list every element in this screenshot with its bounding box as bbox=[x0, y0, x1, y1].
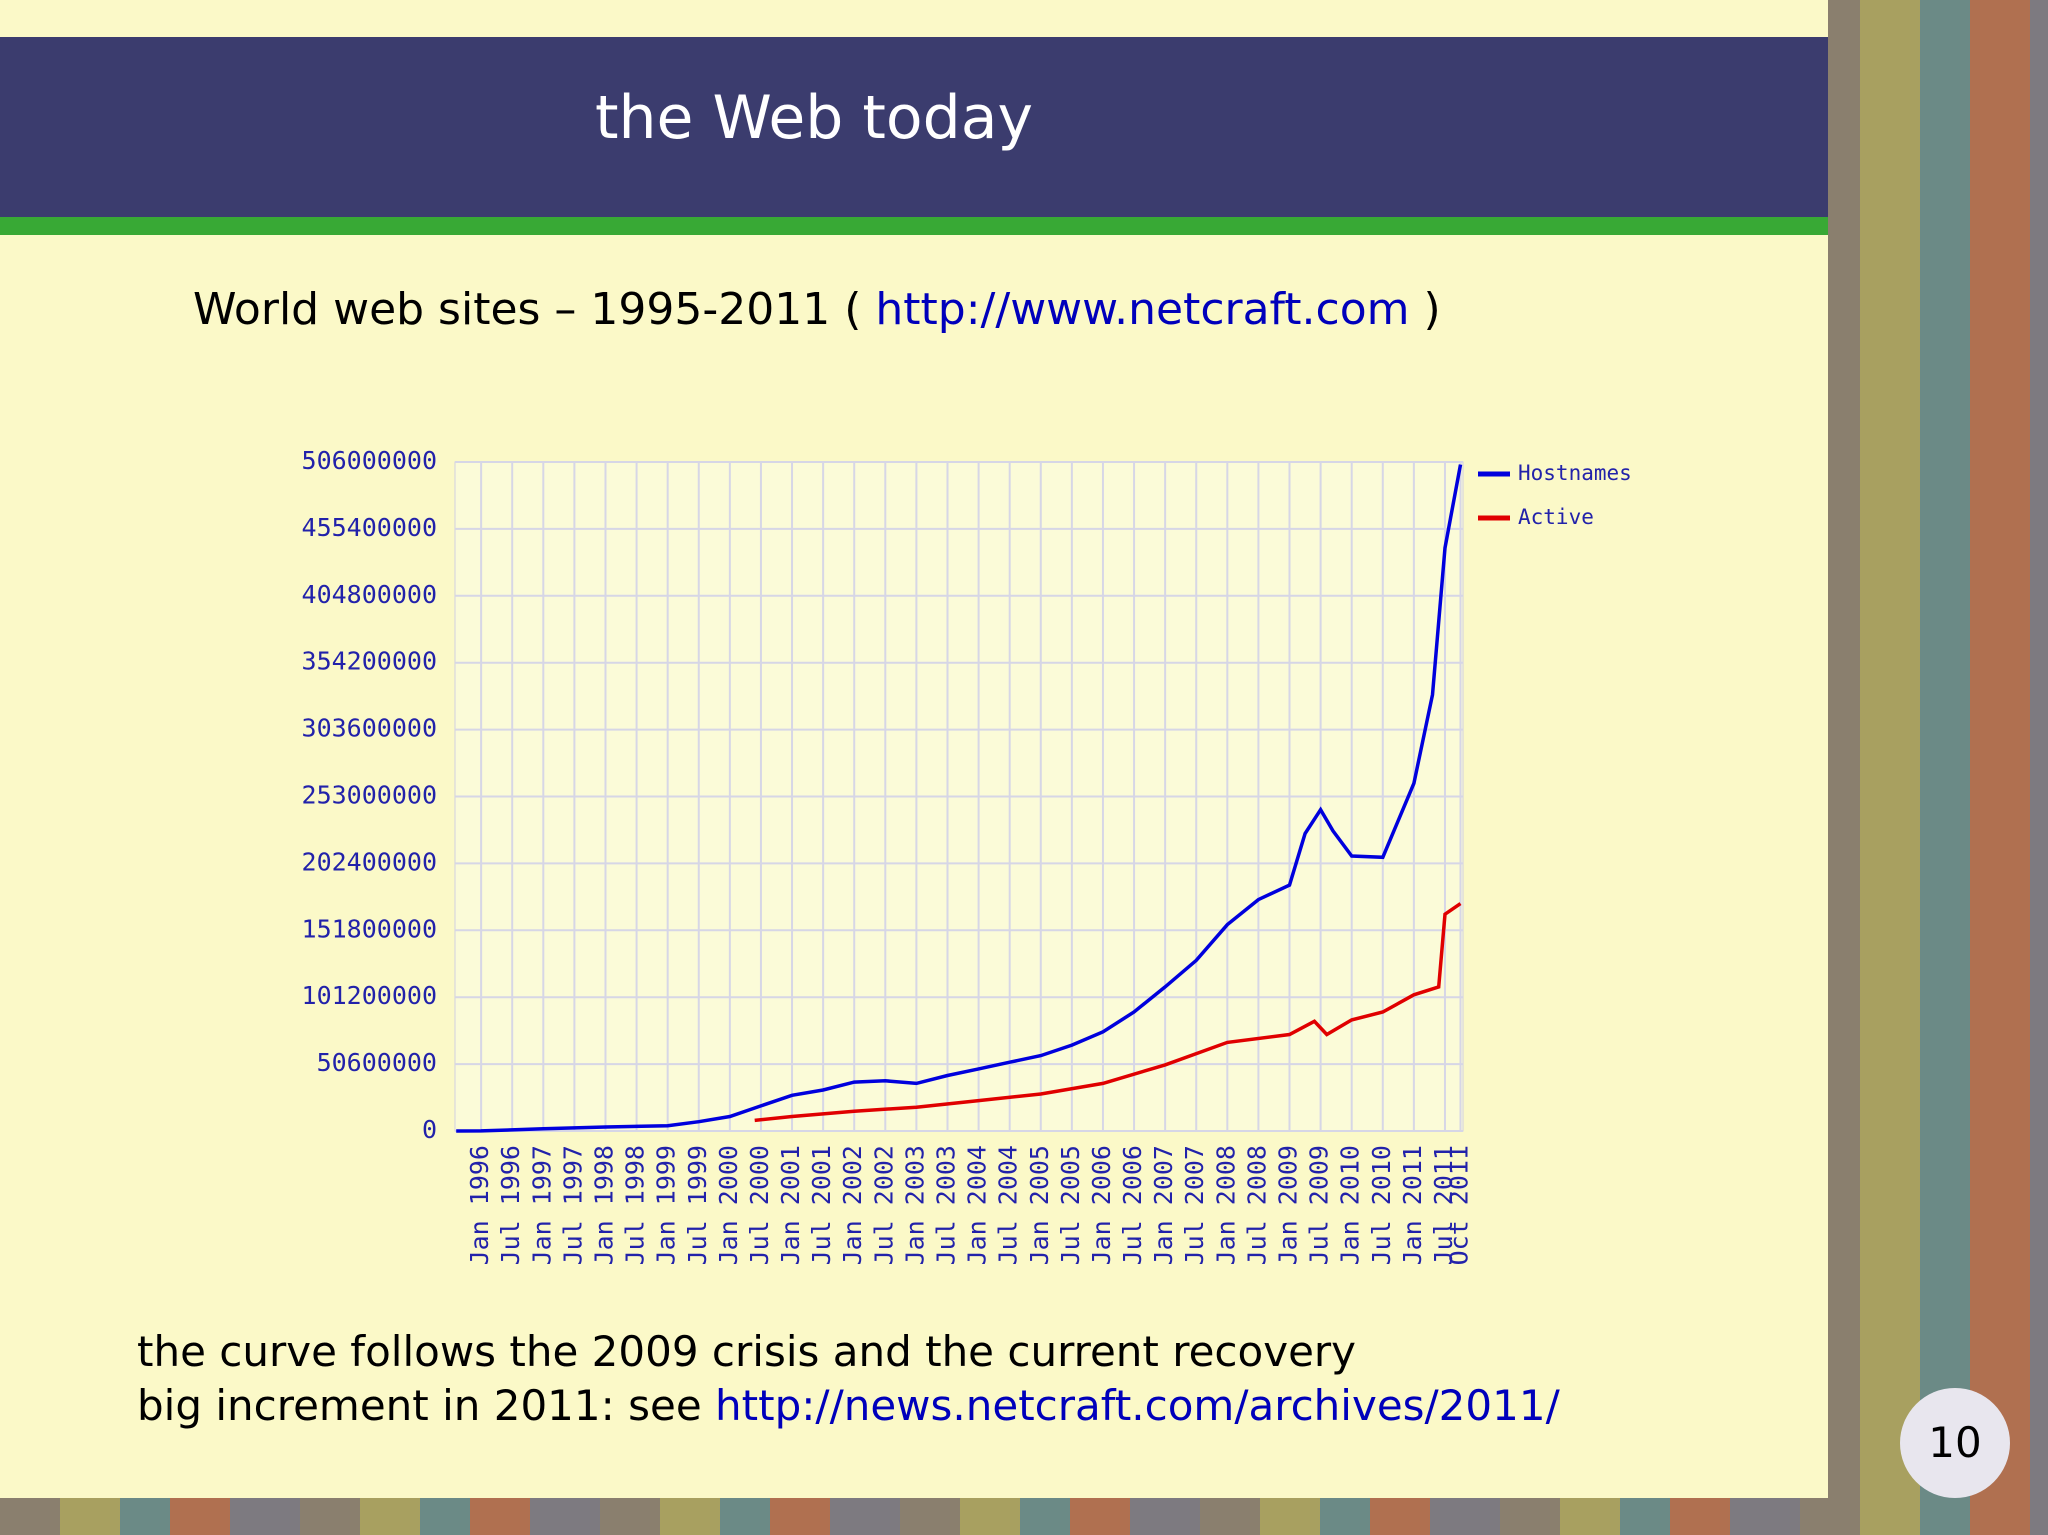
subtitle-close: ) bbox=[1423, 284, 1441, 335]
x-tick-label: Jul 2001 bbox=[807, 1145, 836, 1265]
y-tick-label: 50600000 bbox=[317, 1048, 437, 1077]
x-tick-label: Jan 2008 bbox=[1211, 1145, 1240, 1265]
x-tick-label: Jul 2000 bbox=[745, 1145, 774, 1265]
x-tick-label: Jul 2005 bbox=[1056, 1145, 1085, 1265]
y-tick-label: 202400000 bbox=[302, 847, 437, 876]
x-tick-label: Jan 2007 bbox=[1149, 1145, 1178, 1265]
x-tick-label: Jul 2004 bbox=[994, 1145, 1023, 1265]
x-tick-label: Jul 2003 bbox=[931, 1145, 960, 1265]
note: the curve follows the 2009 crisis and th… bbox=[137, 1327, 1357, 1376]
legend-label: Active bbox=[1518, 505, 1594, 529]
x-tick-label: Jul 2007 bbox=[1180, 1145, 1209, 1265]
link[interactable]: http://news.netcraft.com/archives/2011/ bbox=[715, 1381, 1560, 1430]
x-tick-label: Jan 2004 bbox=[963, 1145, 992, 1265]
x-tick-label: Jan 1998 bbox=[589, 1145, 618, 1265]
x-tick-label: Jan 2000 bbox=[714, 1145, 743, 1265]
x-tick-label: Jul 1997 bbox=[558, 1145, 587, 1265]
y-tick-label: 151800000 bbox=[302, 914, 437, 943]
x-tick-label: Jan 2001 bbox=[776, 1145, 805, 1265]
line bbox=[754, 902, 1462, 1123]
x-tick-label: Jan 2006 bbox=[1087, 1145, 1116, 1265]
y-tick-label: 0 bbox=[422, 1115, 437, 1144]
y-tick-label: 354200000 bbox=[302, 647, 437, 676]
x-tick-label: Jul 2009 bbox=[1305, 1145, 1334, 1265]
x-tick-label: Jul 2011 bbox=[1429, 1145, 1458, 1265]
page-number: 10 bbox=[1900, 1388, 2010, 1498]
slide-title: the Web today bbox=[594, 83, 1034, 153]
link[interactable]: http://www.netcraft.com bbox=[875, 284, 1410, 335]
x-tick-label: Jan 2002 bbox=[838, 1145, 867, 1265]
x-tick-label: Jul 1999 bbox=[683, 1145, 712, 1265]
x-tick-label: Jan 1997 bbox=[527, 1145, 556, 1265]
x-tick-label: Jul 2008 bbox=[1242, 1145, 1271, 1265]
x-tick-label: Jul 2006 bbox=[1118, 1145, 1147, 1265]
y-tick-label: 303600000 bbox=[302, 714, 437, 743]
x-tick-label: Jul 2002 bbox=[869, 1145, 898, 1265]
x-tick-label: Jan 2011 bbox=[1398, 1145, 1427, 1265]
x-tick-label: Jul 2010 bbox=[1367, 1145, 1396, 1265]
subtitle-text: World web sites – 1995-2011 ( bbox=[193, 284, 862, 335]
x-tick-label: Jan 2003 bbox=[900, 1145, 929, 1265]
x-tick-label: Jan 2005 bbox=[1025, 1145, 1054, 1265]
x-tick-label: Jan 1999 bbox=[652, 1145, 681, 1265]
subtitle: World web sites – 1995-2011 ( http://www… bbox=[193, 282, 1441, 338]
y-tick-label: 404800000 bbox=[302, 580, 437, 609]
x-tick-label: Jan 1996 bbox=[465, 1145, 494, 1265]
line bbox=[456, 464, 1463, 1133]
x-tick-label: Oct 2011 bbox=[1445, 1145, 1474, 1265]
legend-label: Hostnames bbox=[1518, 461, 1632, 485]
x-tick-label: Jul 1996 bbox=[496, 1145, 525, 1265]
y-tick-label: 253000000 bbox=[302, 781, 437, 810]
banner-stripe bbox=[0, 217, 1828, 235]
note: big increment in 2011: see http://news.n… bbox=[137, 1379, 1560, 1433]
y-tick-label: 506000000 bbox=[302, 446, 437, 475]
banner bbox=[0, 37, 1828, 217]
x-tick-label: Jan 2009 bbox=[1274, 1145, 1303, 1265]
y-tick-label: 101200000 bbox=[302, 981, 437, 1010]
x-tick-label: Jul 1998 bbox=[621, 1145, 650, 1265]
note-text: big increment in 2011: see bbox=[137, 1381, 702, 1430]
y-tick-label: 455400000 bbox=[302, 513, 437, 542]
x-tick-label: Jan 2010 bbox=[1336, 1145, 1365, 1265]
